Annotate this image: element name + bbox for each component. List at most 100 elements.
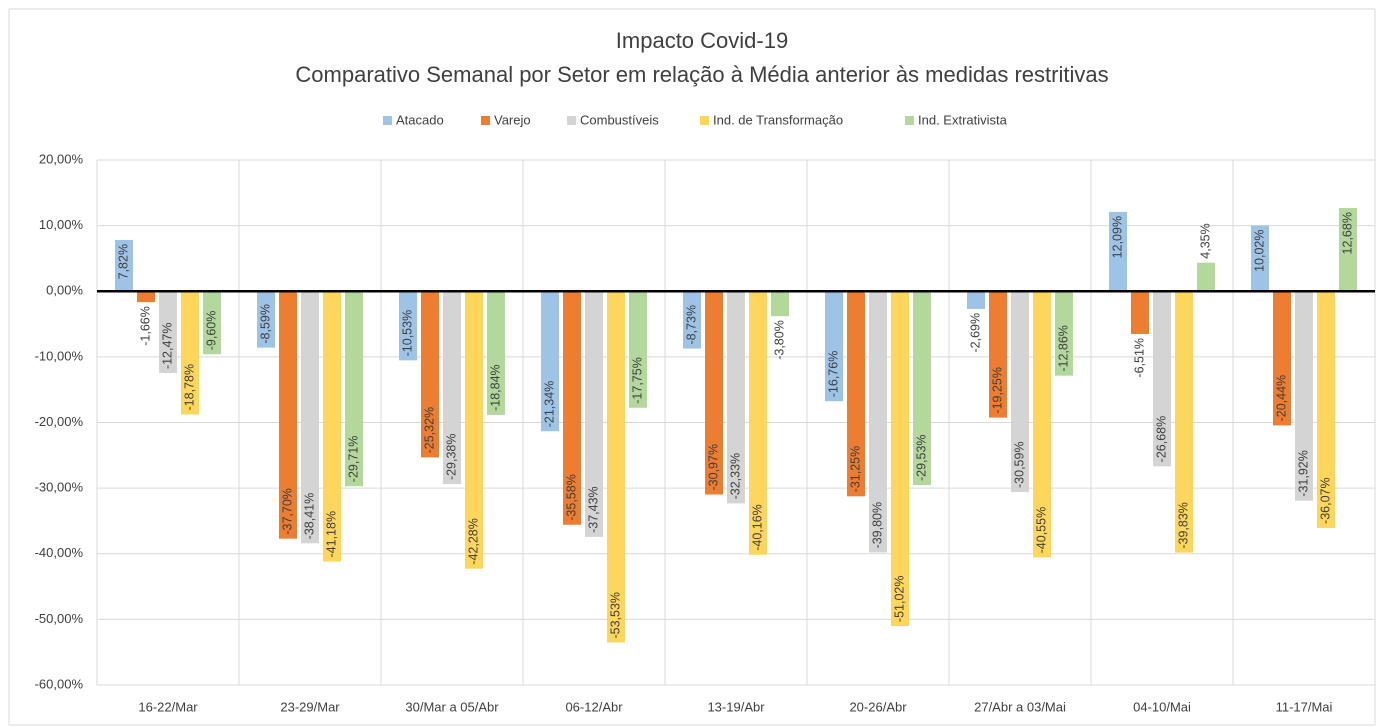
x-tick-label: 27/Abr a 03/Mai [974, 699, 1066, 714]
legend-label: Ind. Extrativista [918, 112, 1008, 127]
bar [399, 291, 417, 361]
value-label: -31,92% [1296, 450, 1310, 497]
x-tick-label: 04-10/Mai [1133, 699, 1191, 714]
bar [1055, 291, 1073, 376]
bar [847, 291, 865, 497]
x-tick-label: 20-26/Abr [849, 699, 907, 714]
value-label: -40,16% [750, 504, 764, 551]
bar [345, 291, 363, 487]
value-label: 7,82% [116, 244, 130, 279]
bar [487, 291, 505, 415]
value-label: -29,38% [444, 433, 458, 480]
value-label: -18,78% [182, 364, 196, 411]
x-tick-label: 06-12/Abr [565, 699, 623, 714]
value-label: -18,84% [488, 364, 502, 411]
bar [771, 291, 789, 317]
y-tick-label: -60,00% [35, 676, 84, 691]
bar [159, 291, 177, 374]
bar [1109, 211, 1127, 292]
y-tick-label: 0,00% [46, 283, 83, 298]
chart-subtitle: Comparativo Semanal por Setor em relação… [295, 62, 1108, 87]
x-tick-label: 16-22/Mar [138, 699, 198, 714]
value-label: -9,60% [204, 311, 218, 351]
chart-title: Impacto Covid-19 [616, 28, 788, 53]
bar [825, 291, 843, 402]
bar [749, 291, 767, 555]
y-tick-label: -50,00% [35, 611, 84, 626]
value-label: -38,41% [302, 493, 316, 540]
value-label: -8,59% [258, 304, 272, 344]
bar [257, 291, 275, 348]
bar [967, 291, 985, 309]
bar [1273, 291, 1291, 426]
x-tick-label: 23-29/Mar [280, 699, 340, 714]
value-label: -12,86% [1056, 325, 1070, 372]
value-label: -12,47% [160, 323, 174, 370]
bar [203, 291, 221, 355]
bar [443, 291, 461, 485]
bar [279, 291, 297, 539]
value-label: -31,25% [848, 446, 862, 493]
legend-label: Combustíveis [580, 112, 659, 127]
y-tick-label: -30,00% [35, 480, 84, 495]
bar [891, 291, 909, 627]
bar [465, 291, 483, 569]
bar [1295, 291, 1313, 501]
value-label: -35,58% [564, 474, 578, 521]
value-label: 10,02% [1252, 229, 1266, 271]
x-tick-label: 13-19/Abr [707, 699, 765, 714]
x-tick-label: 11-17/Mai [1276, 699, 1333, 714]
value-label: -29,71% [346, 436, 360, 483]
bar [1011, 291, 1029, 492]
value-label: -41,18% [324, 511, 338, 558]
value-label: -19,25% [990, 367, 1004, 414]
bar [989, 291, 1007, 418]
value-label: -6,51% [1132, 338, 1146, 378]
value-label: -30,97% [706, 444, 720, 491]
bar [137, 291, 155, 303]
bar [1197, 262, 1215, 292]
bar [869, 291, 887, 553]
bar [727, 291, 745, 504]
value-label: 4,35% [1198, 223, 1212, 258]
bar [1339, 208, 1357, 292]
value-label: -26,68% [1154, 416, 1168, 463]
legend-swatch [481, 116, 490, 125]
y-tick-label: -10,00% [35, 348, 84, 363]
bar [1175, 291, 1193, 553]
value-label: -20,44% [1274, 375, 1288, 422]
value-label: -8,73% [684, 305, 698, 345]
chart-border [8, 8, 1376, 726]
legend-swatch [383, 116, 392, 125]
value-label: -36,07% [1318, 477, 1332, 524]
value-label: -29,53% [914, 434, 928, 481]
bar [1317, 291, 1335, 528]
value-label: -30,59% [1012, 441, 1026, 488]
bar [585, 291, 603, 537]
value-label: -51,02% [892, 576, 906, 623]
bar [181, 291, 199, 415]
bar [323, 291, 341, 562]
bar [115, 239, 133, 292]
bar [683, 291, 701, 349]
value-label: -17,75% [630, 357, 644, 404]
value-label: -32,33% [728, 453, 742, 500]
bar [913, 291, 931, 486]
y-tick-label: -20,00% [35, 414, 84, 429]
value-label: -1,66% [138, 306, 152, 346]
value-label: -21,34% [542, 381, 556, 428]
bar [541, 291, 559, 432]
bar [1251, 225, 1269, 292]
x-tick-label: 30/Mar a 05/Abr [405, 699, 499, 714]
bar [705, 291, 723, 495]
value-label: -25,32% [422, 407, 436, 454]
bar [301, 291, 319, 544]
value-label: 12,68% [1340, 212, 1354, 254]
y-tick-label: -40,00% [35, 545, 84, 560]
legend-swatch [567, 116, 576, 125]
bar [607, 291, 625, 643]
value-label: -39,80% [870, 502, 884, 549]
legend-swatch [905, 116, 914, 125]
bar [563, 291, 581, 525]
